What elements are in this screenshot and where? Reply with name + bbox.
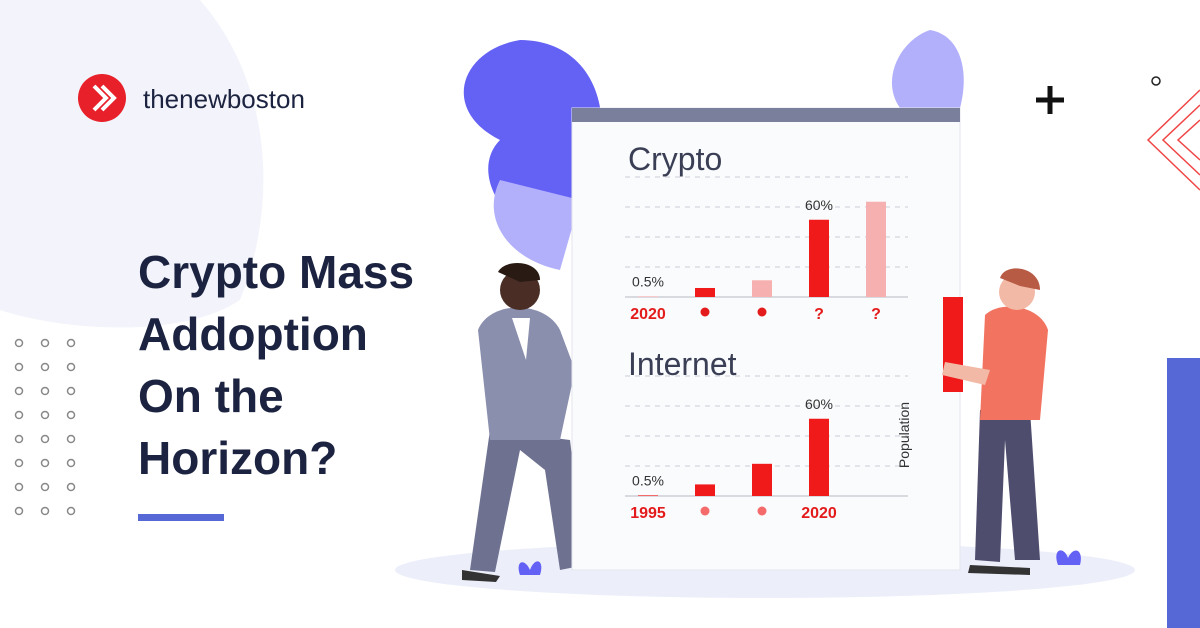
chart-title: Crypto [628,141,722,177]
deco-dot [66,506,76,516]
headline-line: Horizon? [138,432,337,484]
bar [809,418,829,496]
deco-dot [66,362,76,372]
value-label: 60% [805,396,833,412]
deco-dot [40,434,50,444]
deco-dot [14,362,24,372]
deco-dot [40,338,50,348]
deco-dot [66,434,76,444]
deco-dot [14,338,24,348]
deco-dot [66,458,76,468]
plant [1056,550,1081,565]
bar [638,296,658,297]
ring [1151,76,1161,86]
x-tick-dot [757,506,767,516]
headline-line: On the [138,370,284,422]
deco-dot [14,386,24,396]
person-left [462,262,585,582]
diamond-lines [1146,89,1200,191]
bar [638,495,658,496]
underline [138,514,224,521]
value-label: 0.5% [632,472,664,488]
deco-dot [14,458,24,468]
x-tick-dot [700,307,710,317]
charts: Crypto 2020 0.5%? 60%? Internet 1995 0.5% 2020 6… [625,141,912,522]
deco-dot [40,482,50,492]
deco-dot [40,410,50,420]
logo-icon [78,74,126,122]
bg-blob [0,0,264,328]
deco-dot [66,410,76,420]
headline: Crypto Mass Addoption On the Horizon? [138,246,414,484]
deco-dot [14,434,24,444]
value-label: 0.5% [632,273,664,289]
person-right [942,268,1048,575]
leaf [891,30,964,108]
board-header [572,108,960,122]
bar [695,287,715,297]
x-tick-label: 2020 [801,505,837,522]
y-axis-label: Population [896,402,912,468]
x-tick-label: ? [814,306,824,323]
deco-dot [40,362,50,372]
x-tick-label: 1995 [630,505,666,522]
headline-line: Addoption [138,308,368,360]
plus [1036,86,1064,114]
brand-name: thenewboston [143,84,305,114]
bar [695,484,715,496]
deco-dot [14,482,24,492]
deco-dot [40,506,50,516]
deco-dot [66,482,76,492]
dot-grid [14,338,76,516]
deco-dot [40,458,50,468]
headline-line: Crypto Mass [138,246,414,298]
leaf [493,180,580,270]
deco-dot [66,386,76,396]
value-label: 60% [805,197,833,213]
bar [752,280,772,297]
x-tick-label: ? [871,306,881,323]
deco-dot [66,338,76,348]
deco-dot [14,506,24,516]
plant [518,561,542,575]
side-bar [1167,358,1200,628]
x-tick-dot [700,506,710,516]
chart-title: Internet [628,346,737,382]
logo-arrows [92,84,117,112]
x-tick-dot [757,307,767,317]
bar [809,219,829,297]
bar [866,201,886,297]
bar [752,463,772,496]
deco-dot [40,386,50,396]
deco-dot [14,410,24,420]
x-tick-label: 2020 [630,306,666,323]
